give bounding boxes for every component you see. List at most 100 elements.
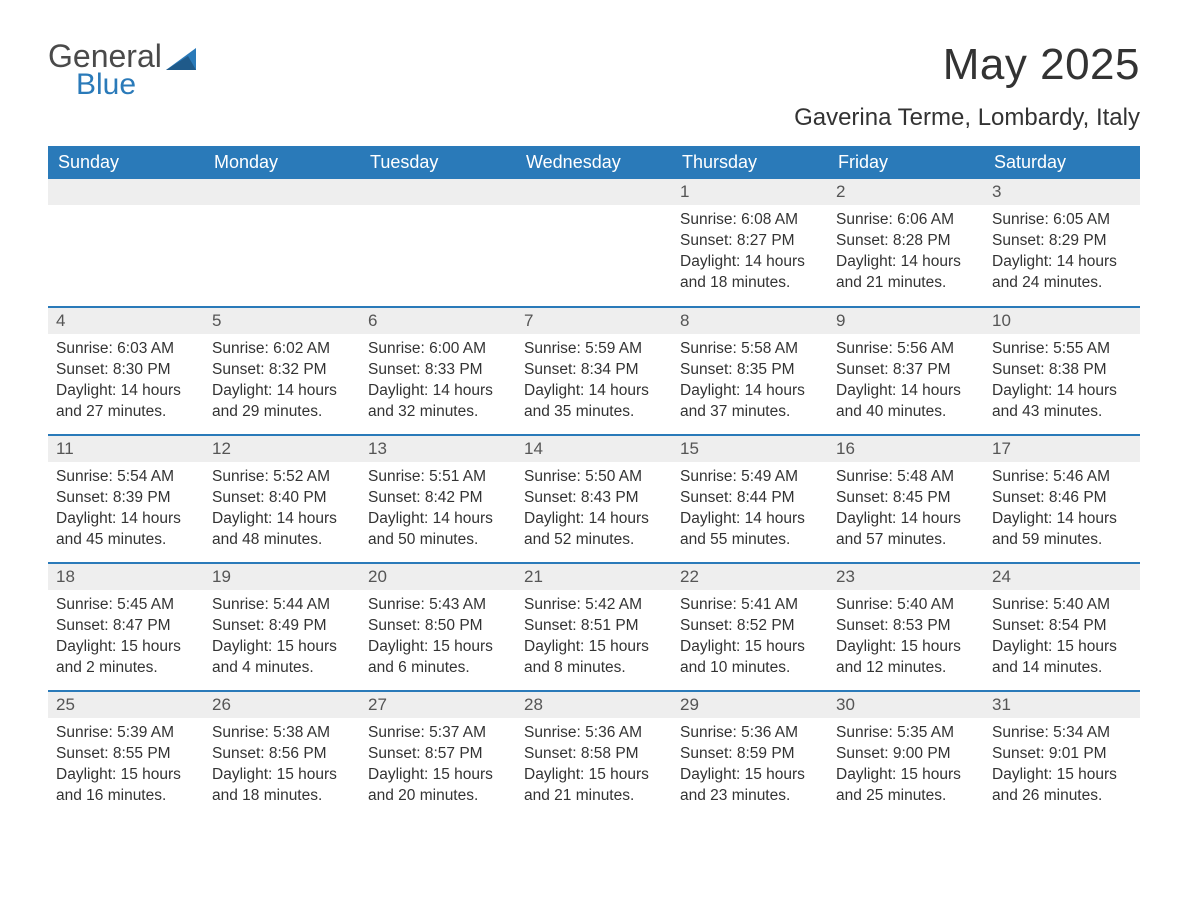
- calendar-cell: 18 Sunrise: 5:45 AMSunset: 8:47 PMDayligh…: [48, 563, 204, 691]
- sunrise-line: Sunrise: 6:08 AM: [680, 210, 820, 231]
- daylight-line: Daylight: 14 hours and 48 minutes.: [212, 509, 352, 551]
- day-number: 18: [48, 564, 204, 590]
- day-number: 7: [516, 308, 672, 334]
- sunrise-line: Sunrise: 5:59 AM: [524, 339, 664, 360]
- calendar-cell: 31Sunrise: 5:34 AMSunset: 9:01 PMDayligh…: [984, 691, 1140, 819]
- sunrise-line: Sunrise: 6:06 AM: [836, 210, 976, 231]
- sunset-line: Sunset: 8:38 PM: [992, 360, 1132, 381]
- sunset-line: Sunset: 8:32 PM: [212, 360, 352, 381]
- daylight-line: Daylight: 14 hours and 35 minutes.: [524, 381, 664, 423]
- day-number: 10: [984, 308, 1140, 334]
- day-number: 4: [48, 308, 204, 334]
- calendar-cell: 6Sunrise: 6:00 AMSunset: 8:33 PMDaylight…: [360, 307, 516, 435]
- daylight-line: Daylight: 14 hours and 45 minutes.: [56, 509, 196, 551]
- daylight-line: Daylight: 15 hours and 18 minutes.: [212, 765, 352, 807]
- calendar-cell: 13Sunrise: 5:51 AMSunset: 8:42 PMDayligh…: [360, 435, 516, 563]
- day-details: Sunrise: 6:05 AMSunset: 8:29 PMDaylight:…: [984, 205, 1140, 300]
- sunset-line: Sunset: 8:42 PM: [368, 488, 508, 509]
- calendar-cell: [204, 179, 360, 307]
- sunrise-line: Sunrise: 5:45 AM: [56, 595, 196, 616]
- day-details: Sunrise: 6:08 AMSunset: 8:27 PMDaylight:…: [672, 205, 828, 300]
- calendar-cell: 14Sunrise: 5:50 AMSunset: 8:43 PMDayligh…: [516, 435, 672, 563]
- day-details: Sunrise: 5:52 AMSunset: 8:40 PMDaylight:…: [204, 462, 360, 557]
- sunset-line: Sunset: 8:34 PM: [524, 360, 664, 381]
- day-details: Sunrise: 5:36 AMSunset: 8:58 PMDaylight:…: [516, 718, 672, 813]
- daylight-line: Daylight: 14 hours and 50 minutes.: [368, 509, 508, 551]
- calendar-cell: 12Sunrise: 5:52 AMSunset: 8:40 PMDayligh…: [204, 435, 360, 563]
- sunset-line: Sunset: 8:43 PM: [524, 488, 664, 509]
- sunset-line: Sunset: 8:46 PM: [992, 488, 1132, 509]
- sunset-line: Sunset: 8:29 PM: [992, 231, 1132, 252]
- day-details: Sunrise: 5:39 AMSunset: 8:55 PMDaylight:…: [48, 718, 204, 813]
- sunrise-line: Sunrise: 5:41 AM: [680, 595, 820, 616]
- day-details: Sunrise: 6:03 AMSunset: 8:30 PMDaylight:…: [48, 334, 204, 429]
- day-number: 17: [984, 436, 1140, 462]
- calendar-cell: 23Sunrise: 5:40 AMSunset: 8:53 PMDayligh…: [828, 563, 984, 691]
- sunrise-line: Sunrise: 5:40 AM: [836, 595, 976, 616]
- sunrise-line: Sunrise: 5:36 AM: [524, 723, 664, 744]
- sunrise-line: Sunrise: 5:43 AM: [368, 595, 508, 616]
- daylight-line: Daylight: 14 hours and 21 minutes.: [836, 252, 976, 294]
- day-number: 9: [828, 308, 984, 334]
- day-number: 2: [828, 179, 984, 205]
- sunset-line: Sunset: 8:59 PM: [680, 744, 820, 765]
- calendar-cell: 4Sunrise: 6:03 AMSunset: 8:30 PMDaylight…: [48, 307, 204, 435]
- calendar-cell: 19Sunrise: 5:44 AMSunset: 8:49 PMDayligh…: [204, 563, 360, 691]
- day-number: 1: [672, 179, 828, 205]
- sunrise-line: Sunrise: 5:46 AM: [992, 467, 1132, 488]
- calendar-cell: 25Sunrise: 5:39 AMSunset: 8:55 PMDayligh…: [48, 691, 204, 819]
- sunset-line: Sunset: 9:01 PM: [992, 744, 1132, 765]
- daylight-line: Daylight: 14 hours and 24 minutes.: [992, 252, 1132, 294]
- empty-daynum: [360, 179, 516, 205]
- calendar-table: SundayMondayTuesdayWednesdayThursdayFrid…: [48, 146, 1140, 819]
- daylight-line: Daylight: 14 hours and 37 minutes.: [680, 381, 820, 423]
- sunset-line: Sunset: 8:33 PM: [368, 360, 508, 381]
- weekday-header: Sunday: [48, 146, 204, 179]
- day-number: 12: [204, 436, 360, 462]
- daylight-line: Daylight: 14 hours and 59 minutes.: [992, 509, 1132, 551]
- day-details: Sunrise: 5:48 AMSunset: 8:45 PMDaylight:…: [828, 462, 984, 557]
- daylight-line: Daylight: 15 hours and 2 minutes.: [56, 637, 196, 679]
- sunset-line: Sunset: 8:40 PM: [212, 488, 352, 509]
- day-details: Sunrise: 5:54 AMSunset: 8:39 PMDaylight:…: [48, 462, 204, 557]
- calendar-header-row: SundayMondayTuesdayWednesdayThursdayFrid…: [48, 146, 1140, 179]
- day-number: 15: [672, 436, 828, 462]
- sunset-line: Sunset: 8:55 PM: [56, 744, 196, 765]
- sunrise-line: Sunrise: 5:37 AM: [368, 723, 508, 744]
- calendar-cell: 9Sunrise: 5:56 AMSunset: 8:37 PMDaylight…: [828, 307, 984, 435]
- sunrise-line: Sunrise: 5:52 AM: [212, 467, 352, 488]
- daylight-line: Daylight: 15 hours and 6 minutes.: [368, 637, 508, 679]
- sunset-line: Sunset: 8:30 PM: [56, 360, 196, 381]
- calendar-body: 1Sunrise: 6:08 AMSunset: 8:27 PMDaylight…: [48, 179, 1140, 819]
- daylight-line: Daylight: 14 hours and 18 minutes.: [680, 252, 820, 294]
- sunset-line: Sunset: 8:56 PM: [212, 744, 352, 765]
- day-number: 14: [516, 436, 672, 462]
- day-details: Sunrise: 5:43 AMSunset: 8:50 PMDaylight:…: [360, 590, 516, 685]
- daylight-line: Daylight: 15 hours and 14 minutes.: [992, 637, 1132, 679]
- calendar-cell: 8Sunrise: 5:58 AMSunset: 8:35 PMDaylight…: [672, 307, 828, 435]
- calendar-cell: 16Sunrise: 5:48 AMSunset: 8:45 PMDayligh…: [828, 435, 984, 563]
- sunset-line: Sunset: 8:50 PM: [368, 616, 508, 637]
- daylight-line: Daylight: 15 hours and 16 minutes.: [56, 765, 196, 807]
- calendar-cell: 5Sunrise: 6:02 AMSunset: 8:32 PMDaylight…: [204, 307, 360, 435]
- sunset-line: Sunset: 8:57 PM: [368, 744, 508, 765]
- sunrise-line: Sunrise: 5:34 AM: [992, 723, 1132, 744]
- sunset-line: Sunset: 8:47 PM: [56, 616, 196, 637]
- sunrise-line: Sunrise: 6:05 AM: [992, 210, 1132, 231]
- daylight-line: Daylight: 14 hours and 55 minutes.: [680, 509, 820, 551]
- daylight-line: Daylight: 14 hours and 29 minutes.: [212, 381, 352, 423]
- calendar-cell: 3Sunrise: 6:05 AMSunset: 8:29 PMDaylight…: [984, 179, 1140, 307]
- day-number: 29: [672, 692, 828, 718]
- daylight-line: Daylight: 15 hours and 23 minutes.: [680, 765, 820, 807]
- empty-daynum: [204, 179, 360, 205]
- sunrise-line: Sunrise: 5:38 AM: [212, 723, 352, 744]
- day-details: Sunrise: 6:06 AMSunset: 8:28 PMDaylight:…: [828, 205, 984, 300]
- page-header: General Blue May 2025 Gaverina Terme, Lo…: [48, 40, 1140, 142]
- logo: General Blue: [48, 40, 200, 102]
- daylight-line: Daylight: 15 hours and 10 minutes.: [680, 637, 820, 679]
- weekday-header: Wednesday: [516, 146, 672, 179]
- day-details: Sunrise: 5:36 AMSunset: 8:59 PMDaylight:…: [672, 718, 828, 813]
- day-details: Sunrise: 5:56 AMSunset: 8:37 PMDaylight:…: [828, 334, 984, 429]
- day-details: Sunrise: 5:40 AMSunset: 8:54 PMDaylight:…: [984, 590, 1140, 685]
- day-details: Sunrise: 6:02 AMSunset: 8:32 PMDaylight:…: [204, 334, 360, 429]
